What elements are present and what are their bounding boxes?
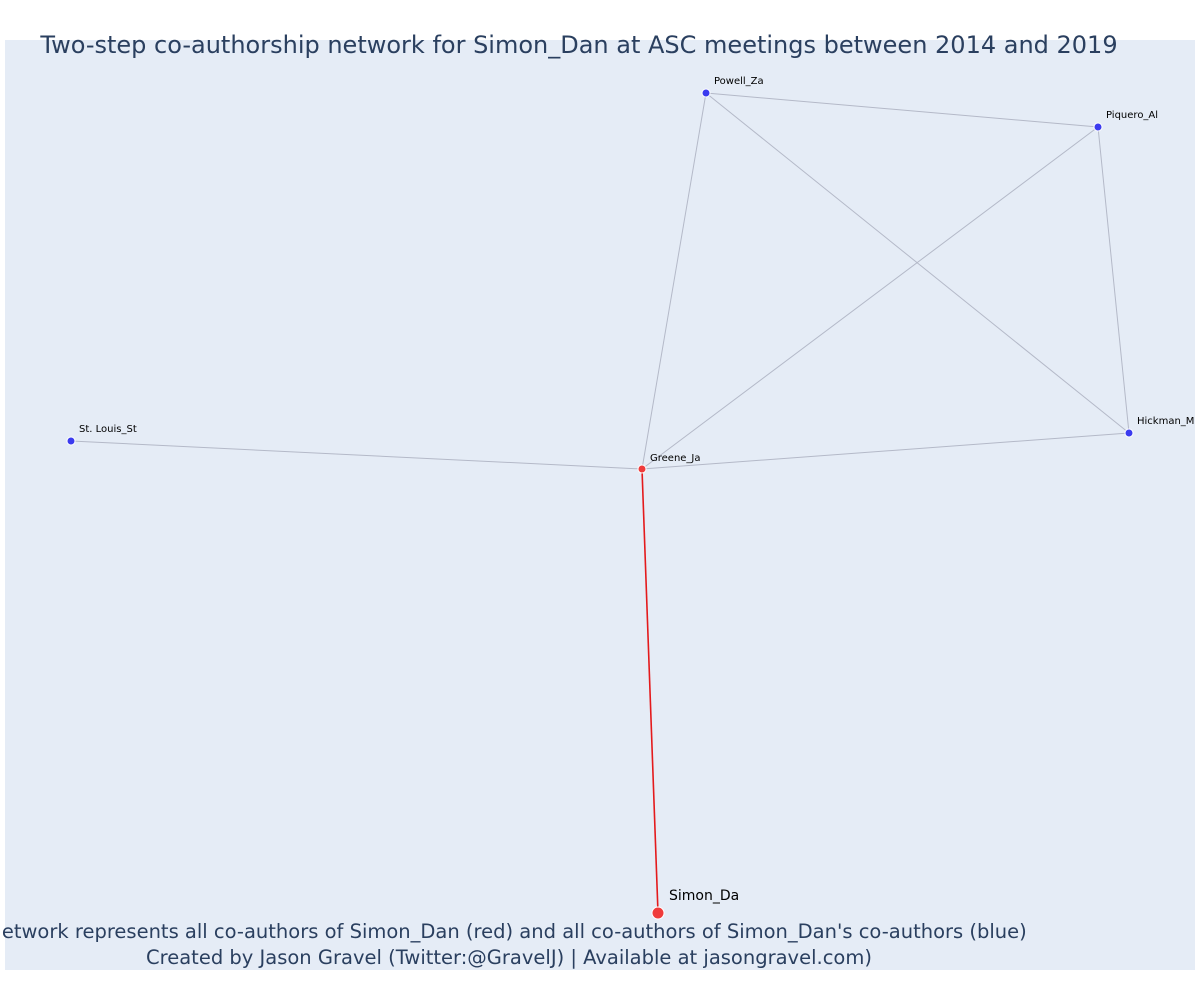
node-label-piquero: Piquero_Al	[1106, 110, 1158, 121]
node-label-st_louis: St. Louis_St	[79, 424, 137, 435]
node-label-powell: Powell_Za	[714, 76, 764, 87]
edge-piquero-hickman	[1097, 126, 1130, 434]
edge-greene-st_louis	[70, 440, 643, 470]
node-piquero[interactable]	[1093, 122, 1103, 132]
node-hickman[interactable]	[1124, 428, 1134, 438]
edge-powell-piquero	[705, 92, 1099, 128]
nodes-layer	[66, 88, 1134, 920]
edge-greene-piquero	[641, 126, 1099, 470]
node-greene[interactable]	[637, 464, 647, 474]
node-simon[interactable]	[651, 906, 665, 920]
caption-line-1: Network represents all co-authors of Sim…	[0, 920, 1027, 943]
edges-layer	[70, 92, 1130, 914]
node-label-hickman: Hickman_Ma	[1137, 416, 1200, 427]
node-powell[interactable]	[701, 88, 711, 98]
node-st_louis[interactable]	[66, 436, 76, 446]
node-label-simon: Simon_Da	[669, 888, 739, 904]
edge-greene-hickman	[641, 432, 1130, 470]
plot-background	[5, 40, 1195, 970]
labels-layer: Simon_Da Greene_Ja St. Louis_St Powell_Za Pi…	[79, 76, 1200, 904]
edge-greene-powell	[641, 92, 707, 470]
edge-simon-greene	[641, 468, 659, 914]
edge-powell-hickman	[705, 92, 1130, 434]
chart-title: Two-step co-authorship network for Simon…	[39, 31, 1117, 59]
node-label-greene: Greene_Ja	[650, 453, 701, 464]
caption-line-2: Created by Jason Gravel (Twitter:@Gravel…	[146, 946, 872, 969]
